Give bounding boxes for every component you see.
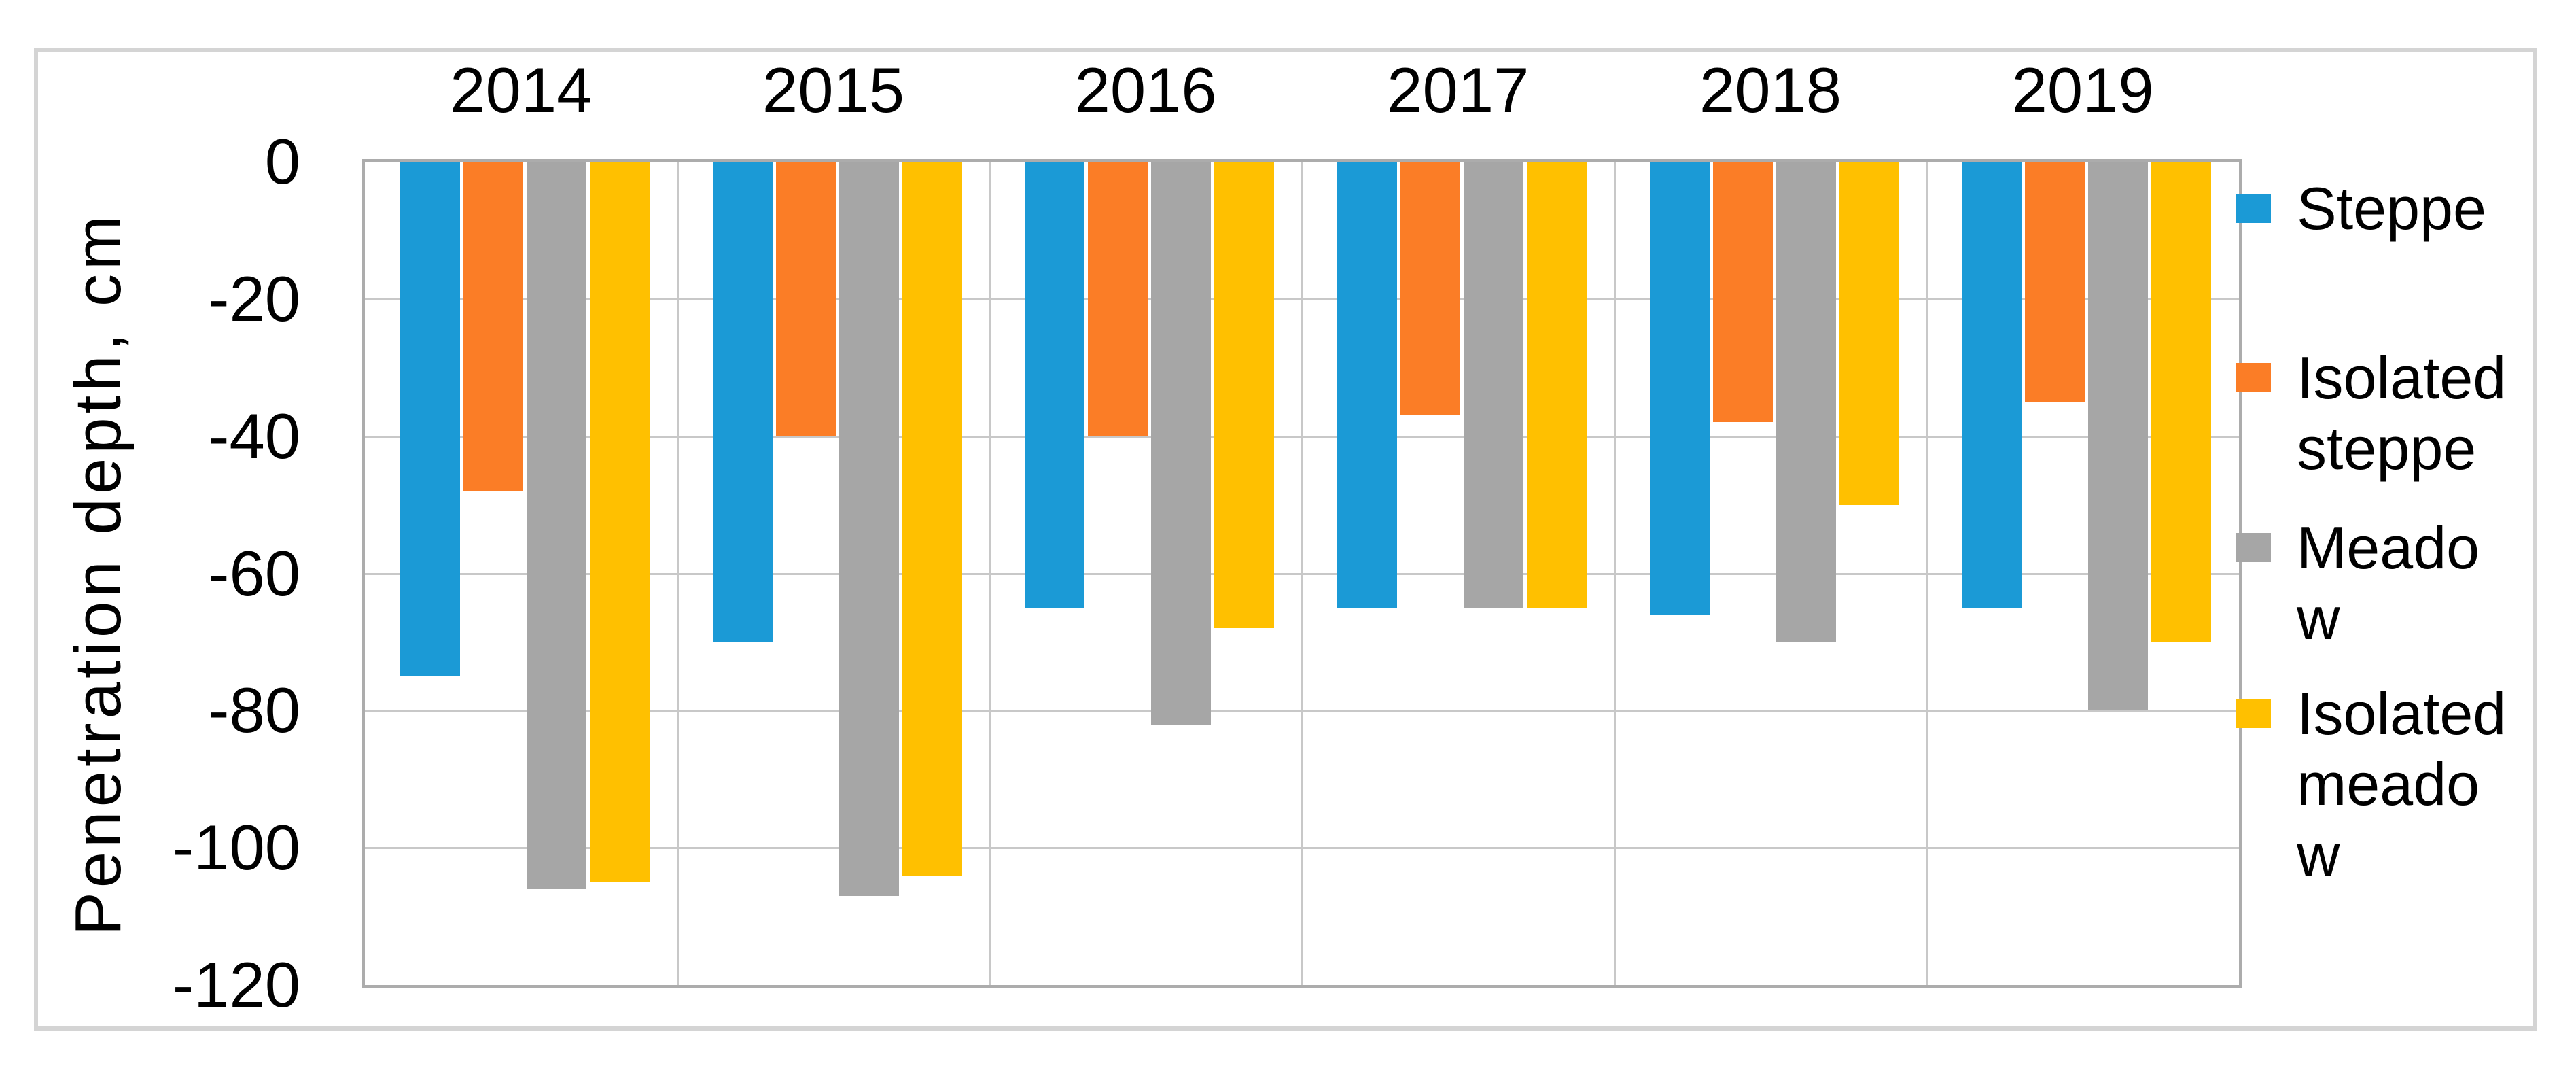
bar-isolated-steppe-2016 (1088, 162, 1148, 436)
legend-label-steppe: Steppe (2297, 175, 2486, 242)
legend: Steppe Isolated steppe Meadow Isolated mead… (2236, 162, 2538, 985)
legend-label-meadow: Meadow (2297, 514, 2480, 652)
bar-steppe-2019 (1962, 162, 2022, 608)
bar-steppe-2016 (1025, 162, 1085, 608)
legend-label-isolated-steppe: Isolated steppe (2297, 344, 2507, 482)
y-tick-label: -20 (208, 262, 300, 334)
legend-item-isolated-steppe: Isolated steppe (2236, 343, 2514, 484)
gridline-vertical (1926, 162, 1928, 985)
bar-steppe-2015 (712, 162, 773, 642)
bar-meadow-2017 (1464, 162, 1523, 608)
legend-swatch-steppe (2236, 194, 2271, 223)
y-tick-label: -80 (208, 674, 300, 746)
plot-area (362, 159, 2242, 988)
x-axis-label-2015: 2015 (762, 54, 905, 126)
gridline-vertical (1613, 162, 1616, 985)
bar-isolated-meadow-2014 (590, 162, 650, 882)
legend-item-meadow: Meadow (2236, 513, 2514, 654)
legend-swatch-isolated-steppe (2236, 363, 2271, 392)
bar-isolated-meadow-2017 (1527, 162, 1587, 608)
x-axis-label-2014: 2014 (450, 54, 593, 126)
legend-label-isolated-meadow: Isolated meadow (2297, 680, 2507, 888)
bar-steppe-2018 (1649, 162, 1710, 615)
bar-meadow-2019 (2088, 162, 2149, 711)
bar-meadow-2014 (527, 162, 586, 889)
bar-meadow-2018 (1776, 162, 1836, 642)
bar-isolated-steppe-2017 (1400, 162, 1460, 416)
y-tick-label: 0 (264, 126, 300, 197)
gridline-vertical (676, 162, 679, 985)
legend-swatch-meadow (2236, 533, 2271, 562)
bar-isolated-meadow-2018 (1839, 162, 1899, 505)
bar-isolated-steppe-2015 (775, 162, 836, 436)
y-tick-label: -40 (208, 400, 300, 472)
bar-isolated-meadow-2019 (2151, 162, 2212, 642)
x-axis-label-2016: 2016 (1074, 54, 1217, 126)
legend-item-steppe: Steppe (2236, 173, 2514, 244)
legend-swatch-isolated-meadow (2236, 699, 2271, 728)
bar-isolated-steppe-2018 (1712, 162, 1773, 423)
bar-isolated-steppe-2014 (463, 162, 523, 491)
y-tick-label: -60 (208, 537, 300, 609)
bar-meadow-2015 (839, 162, 899, 896)
y-tick-label: -120 (172, 949, 300, 1020)
gridline-vertical (1301, 162, 1303, 985)
bar-isolated-meadow-2016 (1214, 162, 1275, 629)
bar-steppe-2014 (400, 162, 460, 676)
x-axis-label-2017: 2017 (1387, 54, 1530, 126)
x-axis-label-2019: 2019 (2011, 54, 2154, 126)
legend-item-isolated-meadow: Isolated meadow (2236, 678, 2514, 891)
bar-steppe-2017 (1337, 162, 1397, 608)
bar-meadow-2016 (1151, 162, 1212, 725)
y-tick-label: -100 (172, 812, 300, 884)
x-axis-label-2018: 2018 (1699, 54, 1842, 126)
gridline-vertical (989, 162, 991, 985)
bar-isolated-meadow-2015 (902, 162, 962, 876)
bar-isolated-steppe-2019 (2025, 162, 2085, 402)
